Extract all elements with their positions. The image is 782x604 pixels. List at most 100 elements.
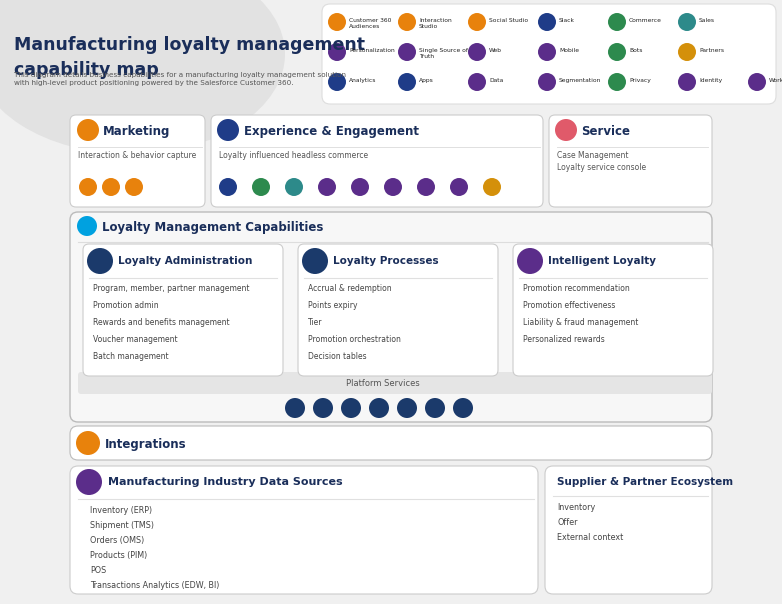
Circle shape bbox=[608, 43, 626, 61]
Circle shape bbox=[748, 73, 766, 91]
Text: Single Source of
Truth: Single Source of Truth bbox=[419, 48, 468, 59]
Text: Service: Service bbox=[581, 125, 630, 138]
Text: Mobile: Mobile bbox=[559, 48, 579, 53]
Text: Platform Services: Platform Services bbox=[346, 379, 420, 388]
Text: Promotion recommendation: Promotion recommendation bbox=[523, 284, 630, 293]
FancyBboxPatch shape bbox=[70, 115, 205, 207]
Circle shape bbox=[608, 13, 626, 31]
Circle shape bbox=[302, 248, 328, 274]
Text: Inventory (ERP): Inventory (ERP) bbox=[90, 506, 152, 515]
Text: Rewards and benefits management: Rewards and benefits management bbox=[93, 318, 230, 327]
Text: POS: POS bbox=[90, 566, 106, 575]
Text: Liability & fraud management: Liability & fraud management bbox=[523, 318, 638, 327]
Circle shape bbox=[384, 178, 402, 196]
Circle shape bbox=[453, 398, 473, 418]
Circle shape bbox=[425, 398, 445, 418]
Circle shape bbox=[313, 398, 333, 418]
Text: Shipment (TMS): Shipment (TMS) bbox=[90, 521, 154, 530]
Text: Interaction & behavior capture: Interaction & behavior capture bbox=[78, 151, 196, 160]
Text: Slack: Slack bbox=[559, 18, 575, 23]
FancyBboxPatch shape bbox=[322, 4, 776, 104]
Text: Partners: Partners bbox=[699, 48, 724, 53]
Text: Integrations: Integrations bbox=[105, 438, 187, 451]
Circle shape bbox=[328, 73, 346, 91]
Text: Supplier & Partner Ecosystem: Supplier & Partner Ecosystem bbox=[557, 477, 734, 487]
FancyBboxPatch shape bbox=[78, 372, 712, 394]
Text: Data: Data bbox=[489, 78, 504, 83]
Text: Program, member, partner management: Program, member, partner management bbox=[93, 284, 249, 293]
FancyBboxPatch shape bbox=[211, 115, 543, 207]
Circle shape bbox=[328, 43, 346, 61]
Text: Orders (OMS): Orders (OMS) bbox=[90, 536, 144, 545]
Text: Identity: Identity bbox=[699, 78, 722, 83]
Circle shape bbox=[77, 216, 97, 236]
Text: Promotion effectiveness: Promotion effectiveness bbox=[523, 301, 615, 310]
Text: Experience & Engagement: Experience & Engagement bbox=[244, 125, 419, 138]
Text: Bots: Bots bbox=[629, 48, 642, 53]
Text: Transactions Analytics (EDW, BI): Transactions Analytics (EDW, BI) bbox=[90, 581, 220, 590]
Circle shape bbox=[252, 178, 270, 196]
Circle shape bbox=[538, 13, 556, 31]
Text: Promotion admin: Promotion admin bbox=[93, 301, 159, 310]
Text: Points expiry: Points expiry bbox=[308, 301, 357, 310]
Circle shape bbox=[398, 73, 416, 91]
Text: Loyalty Management Capabilities: Loyalty Management Capabilities bbox=[102, 221, 324, 234]
Text: Privacy: Privacy bbox=[629, 78, 651, 83]
Circle shape bbox=[369, 398, 389, 418]
Circle shape bbox=[328, 13, 346, 31]
Text: Loyalty influenced headless commerce: Loyalty influenced headless commerce bbox=[219, 151, 368, 160]
Circle shape bbox=[125, 178, 143, 196]
Text: Accrual & redemption: Accrual & redemption bbox=[308, 284, 392, 293]
FancyBboxPatch shape bbox=[298, 244, 498, 376]
Circle shape bbox=[87, 248, 113, 274]
Circle shape bbox=[102, 178, 120, 196]
Text: Personalization: Personalization bbox=[349, 48, 395, 53]
FancyBboxPatch shape bbox=[549, 115, 712, 207]
Circle shape bbox=[468, 13, 486, 31]
Text: Decision tables: Decision tables bbox=[308, 352, 367, 361]
Text: Loyalty Administration: Loyalty Administration bbox=[118, 256, 253, 266]
Text: Manufacturing loyalty management
capability map: Manufacturing loyalty management capabil… bbox=[14, 36, 365, 79]
Text: Customer 360
Audiences: Customer 360 Audiences bbox=[349, 18, 391, 29]
Circle shape bbox=[538, 73, 556, 91]
FancyBboxPatch shape bbox=[70, 466, 538, 594]
Text: Offer: Offer bbox=[557, 518, 577, 527]
Text: Loyalty Processes: Loyalty Processes bbox=[333, 256, 439, 266]
Circle shape bbox=[398, 43, 416, 61]
FancyBboxPatch shape bbox=[545, 466, 712, 594]
Circle shape bbox=[608, 73, 626, 91]
Circle shape bbox=[318, 178, 336, 196]
Text: Apps: Apps bbox=[419, 78, 434, 83]
Text: Inventory: Inventory bbox=[557, 503, 595, 512]
Text: Sales: Sales bbox=[699, 18, 715, 23]
Circle shape bbox=[76, 431, 100, 455]
Circle shape bbox=[285, 398, 305, 418]
FancyBboxPatch shape bbox=[70, 212, 712, 422]
Text: Personalized rewards: Personalized rewards bbox=[523, 335, 604, 344]
Text: Intelligent Loyalty: Intelligent Loyalty bbox=[548, 256, 656, 266]
Circle shape bbox=[398, 13, 416, 31]
Circle shape bbox=[468, 43, 486, 61]
Circle shape bbox=[341, 398, 361, 418]
FancyBboxPatch shape bbox=[70, 426, 712, 460]
Circle shape bbox=[483, 178, 501, 196]
Circle shape bbox=[517, 248, 543, 274]
Text: External context: External context bbox=[557, 533, 623, 542]
Circle shape bbox=[77, 119, 99, 141]
Text: Promotion orchestration: Promotion orchestration bbox=[308, 335, 401, 344]
Text: Case Management: Case Management bbox=[557, 151, 629, 160]
Circle shape bbox=[678, 73, 696, 91]
Circle shape bbox=[351, 178, 369, 196]
Circle shape bbox=[678, 13, 696, 31]
Text: Voucher management: Voucher management bbox=[93, 335, 178, 344]
Circle shape bbox=[219, 178, 237, 196]
Text: Workflow: Workflow bbox=[769, 78, 782, 83]
Circle shape bbox=[538, 43, 556, 61]
Circle shape bbox=[79, 178, 97, 196]
FancyBboxPatch shape bbox=[83, 244, 283, 376]
Circle shape bbox=[678, 43, 696, 61]
Text: Analytics: Analytics bbox=[349, 78, 376, 83]
Circle shape bbox=[468, 73, 486, 91]
Text: Marketing: Marketing bbox=[103, 125, 170, 138]
Text: Tier: Tier bbox=[308, 318, 322, 327]
